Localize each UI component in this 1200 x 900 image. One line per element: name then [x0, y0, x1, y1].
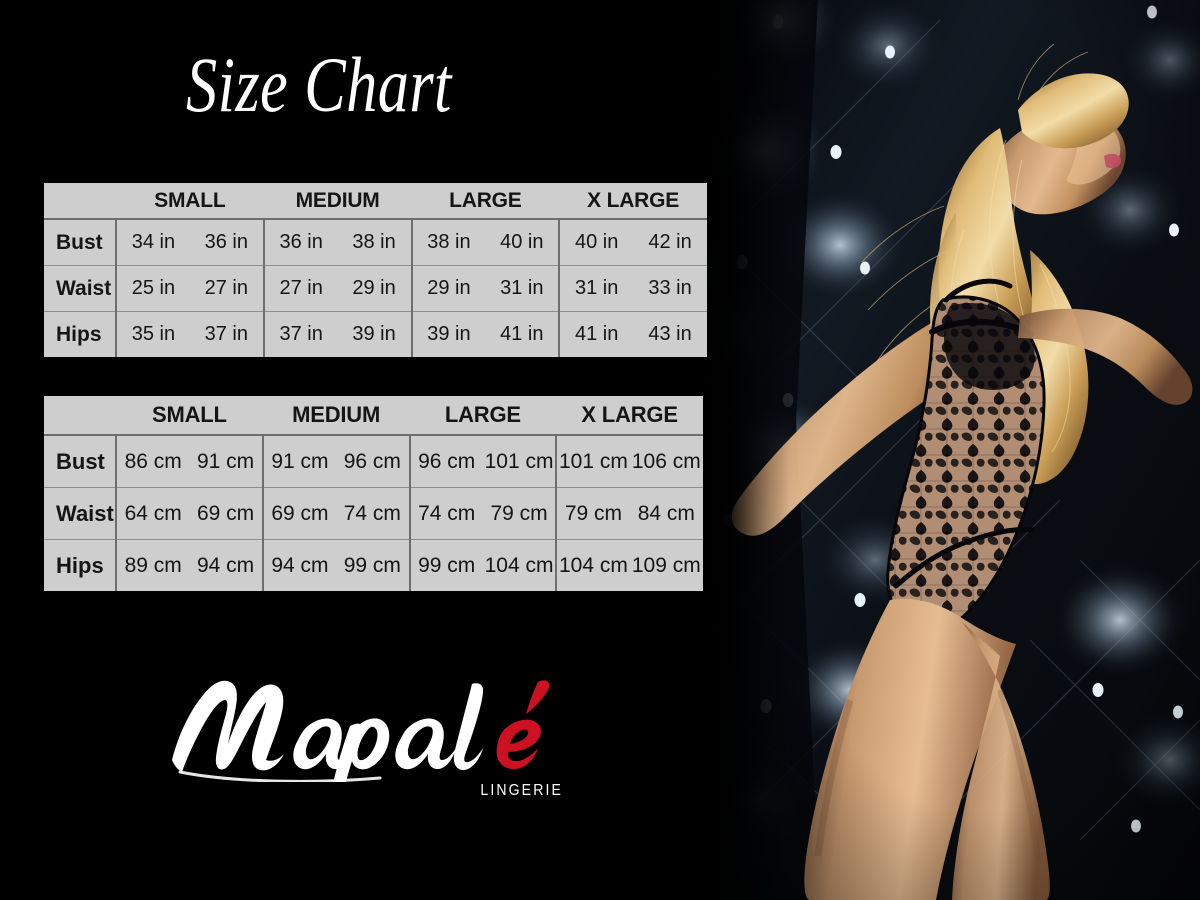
table-row: Hips 35 in 37 in 37 in 39 in 39 in 41 in…: [44, 311, 707, 357]
size-header-large: LARGE: [411, 183, 560, 220]
size-header-medium: MEDIUM: [262, 396, 410, 436]
cell-bust-small-min: 34 in: [116, 219, 190, 266]
table-corner-cell: [44, 183, 116, 220]
cell-bust-large-max: 101 cm: [482, 435, 558, 488]
model-photo-illustration: [700, 0, 1200, 900]
cell-bust-xlarge-min: 101 cm: [556, 435, 630, 488]
page-title: Size Chart: [186, 41, 452, 128]
row-label-waist: Waist: [44, 265, 117, 312]
cell-waist-small-min: 25 in: [116, 265, 190, 312]
size-table-inches: SMALL MEDIUM LARGE X LARGE Bust 34 in 36…: [44, 183, 707, 357]
cell-hips-medium-min: 94 cm: [262, 539, 337, 591]
cell-bust-large-min: 96 cm: [409, 435, 483, 488]
cell-hips-small-min: 89 cm: [116, 539, 190, 591]
cell-bust-large-min: 38 in: [411, 219, 486, 266]
cell-waist-medium-min: 27 in: [263, 265, 338, 312]
size-header-large: LARGE: [409, 396, 557, 436]
table-header-row: SMALL MEDIUM LARGE X LARGE: [44, 396, 703, 436]
accent-letter: [496, 680, 550, 770]
cell-hips-xlarge-min: 104 cm: [556, 539, 630, 591]
table-row: Hips 89 cm 94 cm 94 cm 99 cm 99 cm 104 c…: [44, 539, 703, 591]
row-label-bust: Bust: [44, 435, 117, 488]
table-header-row: SMALL MEDIUM LARGE X LARGE: [44, 183, 707, 220]
cell-waist-small-min: 64 cm: [116, 487, 190, 540]
cell-bust-medium-max: 96 cm: [336, 435, 411, 488]
size-header-small: SMALL: [116, 183, 264, 220]
row-label-hips: Hips: [44, 311, 117, 357]
size-header-medium: MEDIUM: [263, 183, 412, 220]
cell-hips-small-min: 35 in: [116, 311, 190, 357]
size-table-centimeters: SMALL MEDIUM LARGE X LARGE Bust 86 cm 91…: [44, 396, 703, 591]
cell-bust-xlarge-min: 40 in: [559, 219, 634, 266]
size-header-small: SMALL: [116, 396, 263, 436]
row-label-waist: Waist: [44, 487, 117, 540]
brand-logo: LINGERIE: [160, 664, 580, 814]
cell-hips-large-max: 41 in: [485, 311, 561, 357]
cell-waist-medium-min: 69 cm: [262, 487, 337, 540]
table-row: Bust 34 in 36 in 36 in 38 in 38 in 40 in…: [44, 219, 707, 266]
cell-hips-large-max: 104 cm: [482, 539, 558, 591]
cell-waist-large-min: 29 in: [411, 265, 486, 312]
table-row: Waist 64 cm 69 cm 69 cm 74 cm 74 cm 79 c…: [44, 487, 703, 540]
cell-hips-large-min: 99 cm: [409, 539, 483, 591]
cell-hips-large-min: 39 in: [411, 311, 486, 357]
cell-hips-small-max: 37 in: [189, 311, 265, 357]
cell-hips-xlarge-max: 43 in: [633, 311, 707, 357]
cell-bust-medium-max: 38 in: [337, 219, 413, 266]
row-label-bust: Bust: [44, 219, 117, 266]
cell-bust-small-max: 91 cm: [189, 435, 264, 488]
cell-hips-xlarge-max: 109 cm: [629, 539, 703, 591]
cell-bust-xlarge-max: 106 cm: [629, 435, 703, 488]
cell-bust-medium-min: 36 in: [263, 219, 338, 266]
cell-bust-medium-min: 91 cm: [262, 435, 337, 488]
cell-hips-small-max: 94 cm: [189, 539, 264, 591]
cell-waist-xlarge-max: 33 in: [633, 265, 707, 312]
cell-bust-small-max: 36 in: [189, 219, 265, 266]
cell-waist-small-max: 69 cm: [189, 487, 264, 540]
cell-hips-medium-max: 39 in: [337, 311, 413, 357]
cell-bust-large-max: 40 in: [485, 219, 561, 266]
cell-waist-xlarge-min: 31 in: [559, 265, 634, 312]
cell-waist-large-max: 31 in: [485, 265, 561, 312]
table-row: Bust 86 cm 91 cm 91 cm 96 cm 96 cm 101 c…: [44, 435, 703, 488]
brand-wordmark: [172, 680, 550, 782]
cell-bust-xlarge-max: 42 in: [633, 219, 707, 266]
cell-waist-large-min: 74 cm: [409, 487, 483, 540]
cell-waist-xlarge-max: 84 cm: [629, 487, 703, 540]
size-header-xlarge: X LARGE: [559, 183, 707, 220]
cell-waist-medium-max: 29 in: [337, 265, 413, 312]
brand-tagline: LINGERIE: [480, 782, 563, 799]
cell-hips-xlarge-min: 41 in: [559, 311, 634, 357]
cell-waist-xlarge-min: 79 cm: [556, 487, 630, 540]
cell-hips-medium-min: 37 in: [263, 311, 338, 357]
cell-bust-small-min: 86 cm: [116, 435, 190, 488]
cell-waist-small-max: 27 in: [189, 265, 265, 312]
row-label-hips: Hips: [44, 539, 117, 591]
size-header-xlarge: X LARGE: [556, 396, 703, 436]
table-corner-cell: [44, 396, 116, 436]
cell-waist-large-max: 79 cm: [482, 487, 558, 540]
model-photo: [700, 0, 1200, 900]
cell-hips-medium-max: 99 cm: [336, 539, 411, 591]
table-row: Waist 25 in 27 in 27 in 29 in 29 in 31 i…: [44, 265, 707, 312]
cell-waist-medium-max: 74 cm: [336, 487, 411, 540]
